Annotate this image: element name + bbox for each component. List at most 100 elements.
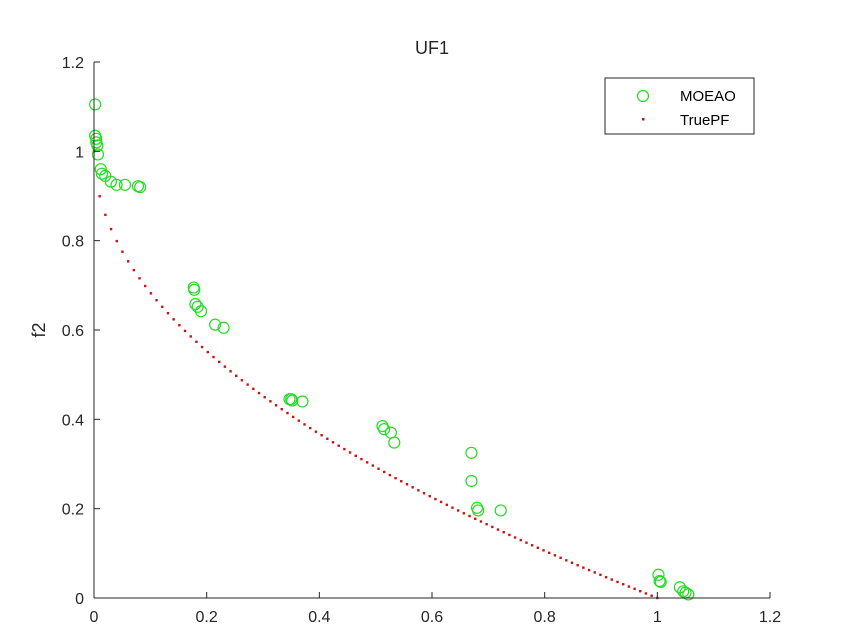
truepf-point [405, 483, 409, 486]
truepf-point [274, 404, 278, 407]
truepf-point [121, 250, 124, 253]
truepf-point [496, 528, 500, 531]
truepf-point [644, 592, 648, 595]
x-tick-label: 0.8 [534, 609, 556, 626]
y-tick-label: 0.8 [62, 234, 84, 251]
truepf-point [542, 549, 545, 552]
moeao-point [285, 393, 298, 406]
truepf-point [502, 531, 505, 534]
moeao-point [494, 504, 507, 517]
truepf-point [217, 360, 221, 364]
truepf-point [621, 583, 625, 586]
x-tick-label: 0.4 [308, 609, 330, 626]
truepf-point [439, 500, 443, 504]
truepf-point [428, 494, 431, 498]
truepf-point [371, 464, 375, 467]
truepf-point [548, 551, 551, 555]
truepf-point [172, 318, 175, 321]
truepf-point [587, 568, 591, 572]
truepf-point [633, 587, 636, 591]
truepf-point [508, 533, 511, 537]
truepf-point [445, 503, 448, 507]
truepf-point [326, 437, 329, 440]
truepf-point [570, 561, 574, 564]
moeao-point [652, 568, 665, 581]
truepf-point [479, 520, 483, 523]
truepf-point [530, 544, 534, 547]
moeao-point [296, 395, 309, 408]
y-tick-label: 1 [75, 144, 84, 161]
truepf-point [149, 292, 153, 295]
y-axis-title: f2 [29, 322, 49, 337]
truepf-point [189, 335, 192, 338]
truepf-point [485, 523, 488, 526]
truepf-point [411, 486, 414, 489]
truepf-point [491, 525, 494, 529]
truepf-point [599, 573, 602, 577]
truepf-point [246, 383, 249, 386]
moeao-point [682, 588, 695, 601]
truepf-point [474, 517, 477, 520]
truepf-point [200, 345, 204, 349]
moeao-point [654, 575, 667, 589]
moeao-point [465, 474, 478, 488]
moeao-point [95, 167, 108, 180]
moeao-point [110, 178, 123, 191]
truepf-point [559, 556, 562, 560]
moeao-point [90, 132, 103, 145]
truepf-point [314, 430, 318, 433]
truepf-point [394, 476, 397, 480]
truepf-point [565, 559, 568, 562]
truepf-point [195, 340, 198, 343]
truepf-point [456, 509, 460, 512]
truepf-point [212, 355, 215, 359]
plot-area [94, 62, 770, 598]
moeao-point [104, 175, 118, 188]
truepf-point [365, 461, 369, 464]
truepf-point [593, 571, 596, 574]
truepf-point [126, 260, 130, 263]
truepf-point [252, 387, 255, 391]
truepf-point [451, 506, 454, 509]
truepf-point [155, 299, 158, 302]
truepf-point [98, 195, 101, 198]
moeao-point [217, 321, 230, 334]
truepf-point [553, 554, 557, 557]
moeao-point [188, 283, 201, 296]
y-tick-label: 0.2 [62, 502, 84, 519]
truepf-point [331, 441, 335, 444]
x-tick-label: 1.2 [759, 609, 781, 626]
y-tick-label: 0.6 [62, 323, 84, 340]
truepf-point [400, 480, 403, 483]
truepf-point [206, 350, 210, 354]
legend-box [604, 77, 755, 135]
legend: MOEAO TruePF [604, 77, 755, 135]
truepf-point [297, 419, 301, 422]
truepf-point [610, 578, 614, 581]
truepf-point [263, 396, 266, 399]
truepf-point [132, 268, 136, 272]
legend-moeao-label: MOEAO [680, 88, 736, 105]
truepf-point [434, 497, 437, 501]
truepf-point [109, 227, 113, 231]
truepf-point [144, 284, 147, 288]
truepf-point [422, 492, 426, 495]
x-ticks: 0 0.2 0.4 0.6 0.8 1 1.2 [90, 592, 781, 626]
truepf-point [468, 514, 471, 518]
truepf-point [388, 473, 392, 477]
truepf-point [161, 305, 164, 309]
x-tick-label: 0 [90, 609, 99, 626]
truepf-point [576, 564, 579, 567]
legend-truepf-marker [642, 118, 645, 121]
truepf-point [519, 538, 522, 542]
moeao-point [653, 574, 666, 588]
truepf-point [604, 576, 608, 579]
truepf-point [536, 546, 540, 550]
truepf-point [354, 454, 357, 458]
x-tick-label: 0.6 [421, 609, 443, 626]
truepf-point [639, 589, 642, 593]
moeao-point [134, 180, 147, 194]
truepf-point [138, 277, 141, 280]
truepf-point [183, 329, 187, 333]
moeao-point [378, 423, 391, 436]
